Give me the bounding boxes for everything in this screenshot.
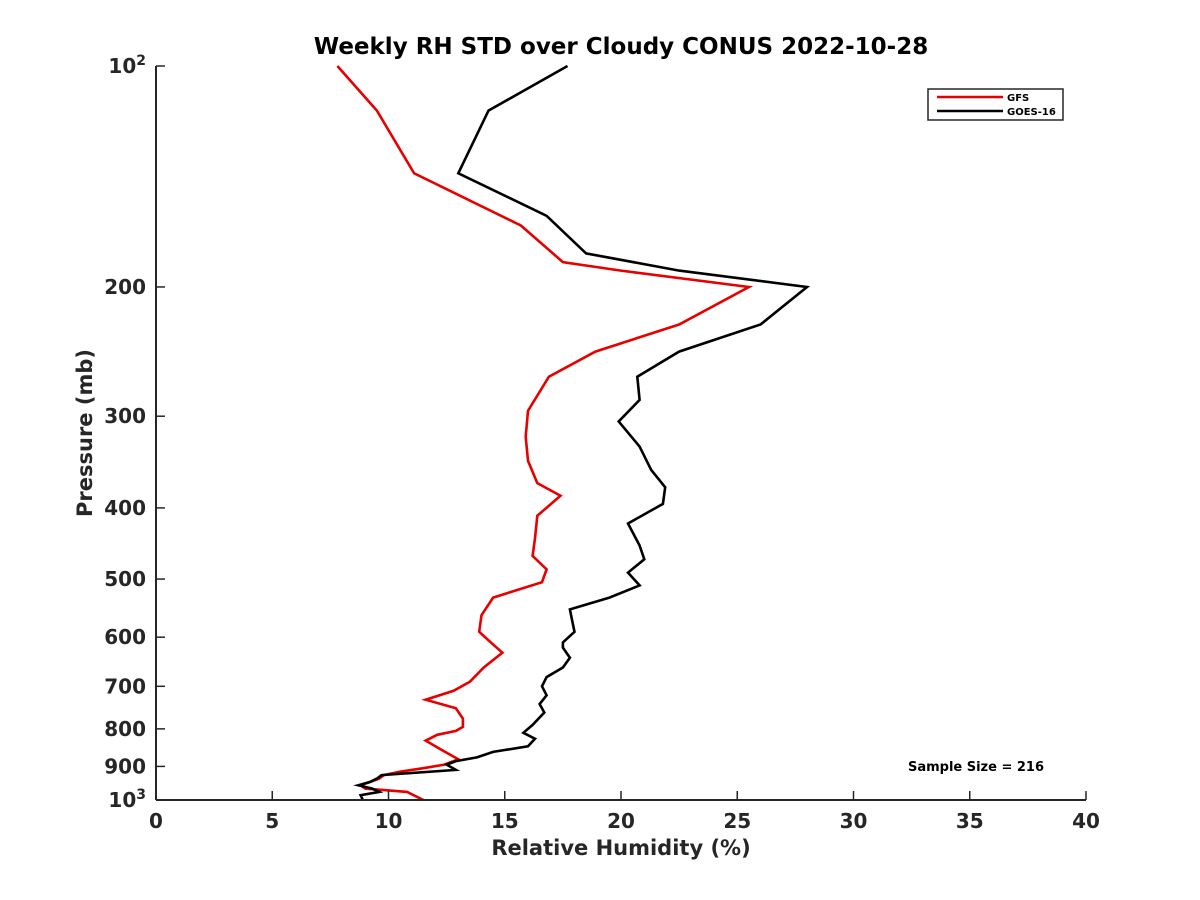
sample-size-annotation: Sample Size = 216 [908, 760, 1044, 775]
y-axis-label: Pressure (mb) [73, 349, 97, 517]
y-tick-label: 102 [108, 53, 146, 78]
series-layer [336, 64, 811, 802]
y-tick-label: 103 [108, 787, 146, 812]
y-tick-label: 700 [104, 674, 146, 698]
x-tick-label: 35 [956, 809, 984, 833]
x-tick-label: 30 [840, 809, 868, 833]
series-line-goes16 [353, 64, 811, 801]
x-tick-label: 15 [491, 809, 519, 833]
x-tick-label: 0 [149, 809, 163, 833]
y-tick-label: 400 [104, 496, 146, 520]
y-tick-label: 600 [104, 625, 146, 649]
chart-title: Weekly RH STD over Cloudy CONUS 2022-10-… [314, 34, 928, 60]
x-axis-label: Relative Humidity (%) [491, 836, 750, 860]
x-tick-label: 25 [723, 809, 751, 833]
series-line-gfs [336, 65, 754, 802]
y-tick-label: 800 [104, 717, 146, 741]
x-tick-label: 20 [607, 809, 635, 833]
x-tick-label: 5 [265, 809, 279, 833]
y-tick-label: 900 [104, 754, 146, 778]
legend: GFS GOES-16 [927, 88, 1064, 121]
y-tick-label: 500 [104, 567, 146, 591]
ticks-layer: 0 5 10 15 20 25 30 35 40 102 200 300 400 500 600 700 800… [104, 53, 1100, 833]
legend-box [927, 88, 1064, 121]
x-tick-label: 10 [375, 809, 403, 833]
y-tick-label: 300 [104, 404, 146, 428]
axes-layer [155, 66, 1086, 801]
x-tick-label: 40 [1072, 809, 1100, 833]
legend-label-gfs: GFS [1007, 93, 1029, 104]
legend-label-goes16: GOES-16 [1007, 107, 1056, 118]
y-tick-label: 200 [104, 275, 146, 299]
